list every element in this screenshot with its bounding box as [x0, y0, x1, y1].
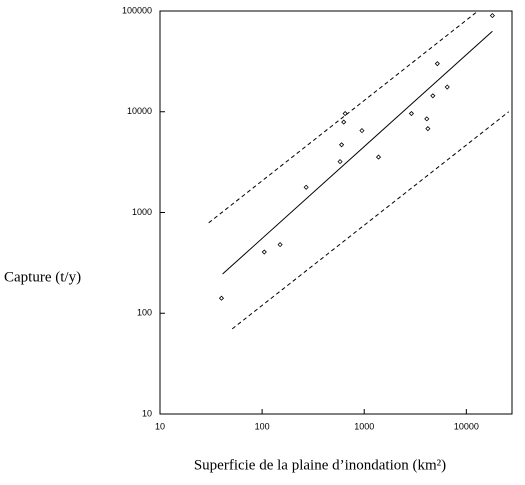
y-tick-label: 100 — [137, 308, 152, 318]
data-point — [303, 184, 309, 190]
y-tick-label: 10000 — [127, 106, 152, 116]
x-tick-label: 1000 — [354, 421, 374, 431]
data-point — [342, 110, 348, 117]
x-tick-label: 10 — [155, 421, 165, 431]
y-tick-label: 10 — [142, 408, 152, 418]
data-point — [489, 13, 495, 19]
regression-line — [222, 30, 493, 275]
x-axis-label: Superficie de la plaine d’inondation (km… — [194, 457, 446, 473]
x-tick-label: 10000 — [454, 421, 479, 431]
data-point — [339, 142, 345, 148]
data-point — [337, 159, 343, 165]
data-point — [261, 249, 267, 255]
y-tick-label: 1000 — [132, 207, 152, 217]
data-point — [430, 93, 436, 99]
data-point — [425, 126, 431, 132]
envelope-line — [231, 111, 510, 330]
y-axis-label: Capture (t/y) — [4, 269, 81, 285]
y-tick-label: 100000 — [122, 5, 152, 15]
x-tick-label: 100 — [255, 421, 270, 431]
data-point — [218, 295, 225, 301]
data-point — [277, 242, 283, 248]
data-point — [341, 119, 347, 125]
envelope-line — [208, 10, 479, 224]
data-point — [408, 110, 415, 117]
data-point — [375, 154, 382, 160]
data-point — [444, 84, 450, 90]
data-point — [359, 128, 365, 134]
data-point — [434, 61, 440, 67]
data-point — [424, 116, 430, 122]
plot-frame — [159, 10, 513, 415]
